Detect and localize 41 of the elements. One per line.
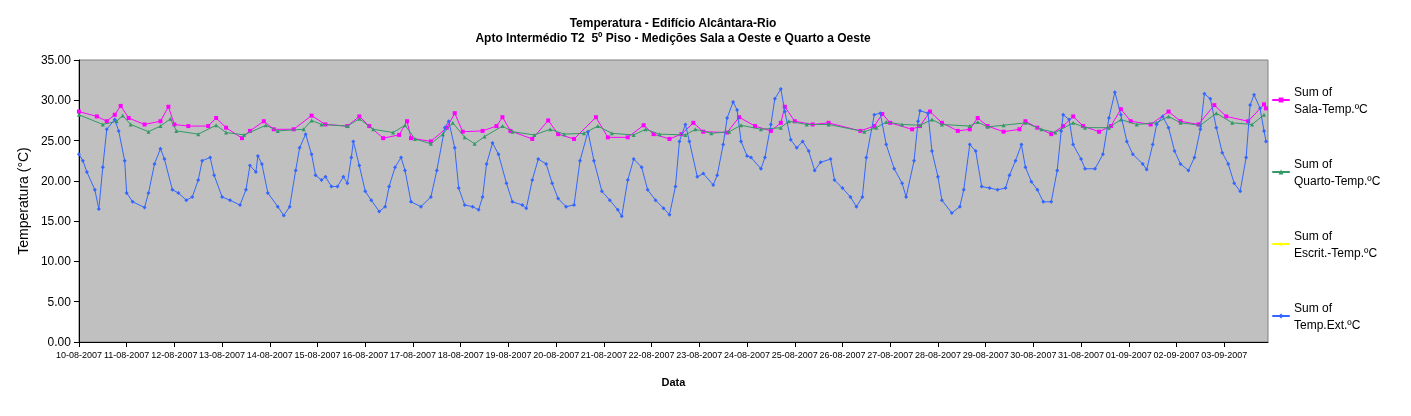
x-tick-label: 23-08-2007 bbox=[676, 349, 723, 360]
chart-title: Temperatura - Edifício Alcântara-Rio bbox=[569, 16, 777, 30]
x-tick-label: 10-08-2007 bbox=[55, 349, 102, 360]
x-tick-label: 25-08-2007 bbox=[771, 349, 818, 360]
legend-label: Sum of Quarto-Temp.ºC bbox=[1294, 156, 1381, 188]
x-tick-label: 01-09-2007 bbox=[1105, 349, 1152, 360]
x-tick-label: 19-08-2007 bbox=[485, 349, 532, 360]
x-tick-label: 17-08-2007 bbox=[389, 349, 437, 360]
x-tick-label: 26-08-2007 bbox=[819, 349, 866, 360]
legend-label: Sum of Escrit.-Temp.ºC bbox=[1294, 228, 1378, 260]
x-tick-label: 16-08-2007 bbox=[342, 349, 389, 360]
y-tick-label: 35.00 bbox=[40, 53, 72, 67]
x-tick-label: 29-08-2007 bbox=[962, 349, 1009, 360]
y-axis-title: Temperatura (°C) bbox=[15, 147, 31, 255]
x-tick-label: 12-08-2007 bbox=[151, 349, 198, 360]
y-tick-label: 20.00 bbox=[40, 173, 72, 188]
x-tick-label: 31-08-2007 bbox=[1058, 349, 1105, 360]
x-tick-label: 20-08-2007 bbox=[533, 349, 580, 360]
x-tick-label: 22-08-2007 bbox=[628, 349, 675, 360]
x-tick-label: 11-08-2007 bbox=[103, 349, 150, 360]
x-axis-title: Data bbox=[661, 375, 687, 388]
y-tick-label: 5.00 bbox=[47, 294, 72, 309]
x-tick-label: 15-08-2007 bbox=[294, 349, 341, 360]
x-tick-label: 21-08-2007 bbox=[580, 349, 627, 360]
x-tick-label: 02-09-2007 bbox=[1153, 349, 1200, 360]
x-tick-label: 03-09-2007 bbox=[1201, 349, 1248, 360]
x-tick-label: 24-08-2007 bbox=[724, 349, 771, 360]
y-tick-label: 25.00 bbox=[40, 133, 72, 148]
chart-subtitle: Apto Intermédio T2 5º Piso - Medições Sala a Oeste e Quarto a Oeste bbox=[475, 31, 871, 45]
x-tick-label: 30-08-2007 bbox=[1010, 349, 1057, 360]
legend-label: Sum of Temp.Ext.ºC bbox=[1294, 300, 1361, 332]
x-tick-label: 14-08-2007 bbox=[246, 349, 293, 360]
y-tick-label: 0.00 bbox=[47, 335, 72, 349]
x-tick-label: 18-08-2007 bbox=[437, 349, 484, 360]
x-tick-label: 28-08-2007 bbox=[914, 349, 961, 360]
x-tick-label: 13-08-2007 bbox=[199, 349, 246, 360]
y-tick-label: 15.00 bbox=[40, 214, 72, 229]
x-tick-label: 27-08-2007 bbox=[867, 349, 914, 360]
y-tick-label: 10.00 bbox=[40, 254, 72, 269]
y-tick-label: 30.00 bbox=[40, 93, 72, 108]
legend-label: Sum of Sala-Temp.ºC bbox=[1294, 84, 1369, 116]
